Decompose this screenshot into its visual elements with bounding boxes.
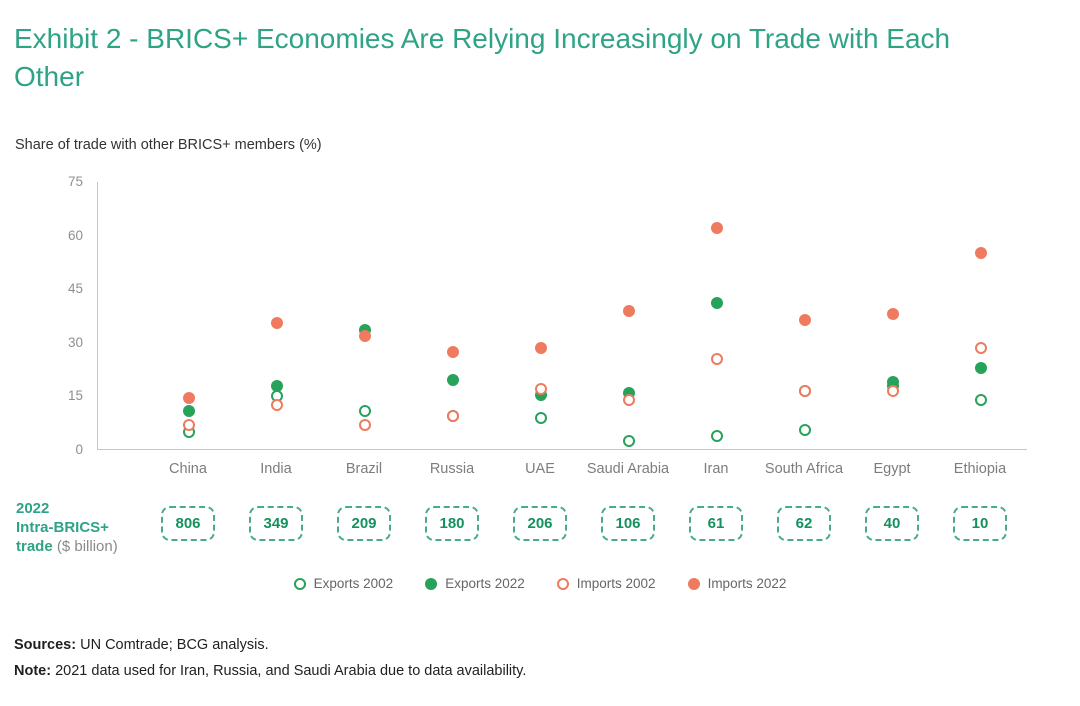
data-point-imports-2002 — [447, 410, 459, 423]
data-point-imports-2022 — [887, 308, 899, 321]
data-point-exports-2022 — [711, 297, 723, 310]
data-point-exports-2022 — [975, 361, 987, 374]
sources-line: Sources: UN Comtrade; BCG analysis. — [14, 637, 269, 653]
legend-item: Imports 2022 — [687, 576, 787, 591]
chart-legend: Exports 2002 Exports 2022 Imports 2002 Impo… — [0, 576, 1080, 591]
data-point-imports-2022 — [359, 329, 371, 342]
data-point-imports-2022 — [183, 392, 195, 405]
x-axis-category-label: Russia — [429, 461, 475, 477]
trade-value-box: 61 — [689, 506, 743, 541]
y-axis-title: Share of trade with other BRICS+ members… — [15, 137, 322, 153]
data-point-imports-2002 — [887, 385, 899, 398]
sources-text: UN Comtrade; BCG analysis. — [76, 637, 269, 653]
sources-label: Sources: — [14, 637, 77, 653]
note-text: 2021 data used for Iran, Russia, and Sau… — [51, 663, 527, 679]
data-point-imports-2022 — [447, 345, 459, 358]
y-axis-tick-label: 45 — [67, 281, 83, 297]
data-point-imports-2022 — [623, 304, 635, 317]
x-axis-category-label: Egypt — [873, 461, 911, 477]
legend-label: Imports 2002 — [576, 576, 656, 591]
x-axis-category-label: Brazil — [345, 461, 383, 477]
trade-value-box: 106 — [601, 506, 655, 541]
x-axis-category-label: Iran — [703, 461, 729, 477]
data-point-imports-2002 — [799, 385, 811, 398]
trade-value-box: 206 — [513, 506, 567, 541]
x-axis-labels: China India Brazil Russia UAE Saudi Arabia Ira… — [97, 461, 1027, 481]
data-point-imports-2022 — [271, 317, 283, 330]
trade-value-box: 209 — [337, 506, 391, 541]
legend-marker-icon — [293, 577, 306, 590]
data-point-imports-2002 — [183, 418, 195, 431]
trade-row-label-line3: trade ($ billion) — [16, 538, 118, 555]
data-point-imports-2022 — [975, 247, 987, 260]
legend-item: Exports 2002 — [293, 576, 394, 591]
legend-marker-icon — [687, 577, 700, 590]
page-title: Exhibit 2 - BRICS+ Economies Are Relying… — [14, 23, 951, 92]
y-axis-tick-label: 15 — [67, 388, 83, 404]
data-point-exports-2002 — [623, 435, 635, 448]
data-point-exports-2002 — [975, 393, 987, 406]
x-axis-category-label: UAE — [525, 461, 555, 477]
data-point-imports-2002 — [359, 418, 371, 431]
trade-row-label-line1: 2022 — [16, 500, 50, 517]
legend-item: Imports 2002 — [556, 576, 656, 591]
data-point-imports-2022 — [711, 222, 723, 235]
legend-label: Exports 2002 — [313, 576, 394, 591]
data-point-imports-2002 — [271, 399, 283, 412]
data-point-exports-2022 — [183, 404, 195, 417]
x-axis-category-label: Ethiopia — [953, 461, 1007, 477]
trade-values-row: 806 349 209 180 206 106 61 62 40 10 — [97, 506, 1027, 544]
scatter-plot-area — [97, 182, 1027, 450]
data-point-exports-2022 — [447, 374, 459, 387]
x-axis-category-label: South Africa — [764, 461, 844, 477]
legend-marker-icon — [556, 577, 569, 590]
x-axis-category-label: China — [169, 461, 207, 477]
x-axis-category-label: India — [260, 461, 292, 477]
data-point-imports-2002 — [711, 352, 723, 365]
trade-value-box: 62 — [777, 506, 831, 541]
note-line: Note: 2021 data used for Iran, Russia, a… — [14, 663, 526, 679]
data-point-imports-2002 — [535, 383, 547, 396]
data-point-exports-2002 — [359, 404, 371, 417]
y-axis-tick-label: 60 — [67, 227, 83, 243]
note-label: Note: — [14, 663, 52, 679]
trade-value-box: 40 — [865, 506, 919, 541]
y-axis-tick-label: 30 — [67, 334, 83, 350]
trade-value-box: 806 — [161, 506, 215, 541]
data-point-exports-2002 — [535, 411, 547, 424]
x-axis-category-label: Saudi Arabia — [586, 461, 670, 477]
legend-label: Exports 2022 — [445, 576, 525, 591]
legend-label: Imports 2022 — [707, 576, 787, 591]
data-point-imports-2022 — [799, 313, 811, 326]
data-point-exports-2022 — [271, 379, 283, 392]
data-point-imports-2002 — [975, 342, 987, 355]
trade-value-box: 10 — [953, 506, 1007, 541]
trade-value-box: 180 — [425, 506, 479, 541]
y-axis-tick-label: 75 — [67, 174, 83, 189]
y-axis-ticks: 0 15 30 45 60 75 — [55, 174, 89, 457]
trade-value-box: 349 — [249, 506, 303, 541]
y-axis-tick-label: 0 — [75, 442, 83, 457]
data-point-imports-2022 — [535, 342, 547, 355]
legend-item: Exports 2022 — [425, 576, 525, 591]
legend-marker-icon — [425, 577, 438, 590]
data-point-imports-2002 — [623, 393, 635, 406]
data-point-exports-2002 — [711, 429, 723, 442]
trade-row-label: 2022 Intra-BRICS+ trade ($ billion) — [16, 499, 156, 556]
data-point-exports-2002 — [799, 424, 811, 437]
trade-row-label-line2: Intra-BRICS+ — [16, 519, 109, 536]
